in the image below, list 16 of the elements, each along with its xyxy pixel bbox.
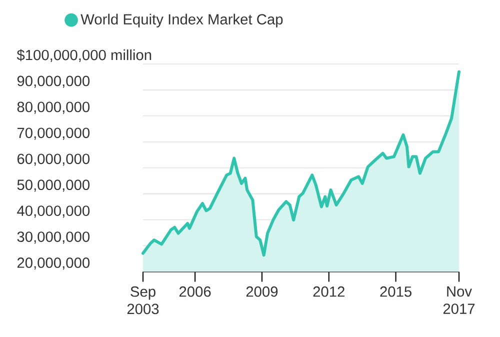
y-tick-label: 40,000,000 xyxy=(17,206,90,218)
y-tick-label: 90,000,000 xyxy=(17,76,90,88)
y-tick-label: 20,000,000 xyxy=(17,258,90,270)
y-tick-label: 30,000,000 xyxy=(17,232,90,244)
legend-label: World Equity Index Market Cap xyxy=(80,14,283,28)
y-tick-label: 80,000,000 xyxy=(17,102,90,114)
x-tick-label: 2009 xyxy=(246,286,278,297)
y-tick-label: $100,000,000 million xyxy=(16,49,152,62)
x-tick-label: 2012 xyxy=(313,286,344,297)
y-tick-label: 70,000,000 xyxy=(17,128,90,140)
x-tick-label: Sep 2003 xyxy=(127,286,159,314)
y-tick-label: 60,000,000 xyxy=(17,154,90,166)
x-tick-label: 2006 xyxy=(179,286,211,297)
x-tick-label: 2015 xyxy=(380,286,412,297)
y-tick-label: 50,000,000 xyxy=(17,180,90,192)
x-tick-label: Nov 2017 xyxy=(443,286,475,314)
